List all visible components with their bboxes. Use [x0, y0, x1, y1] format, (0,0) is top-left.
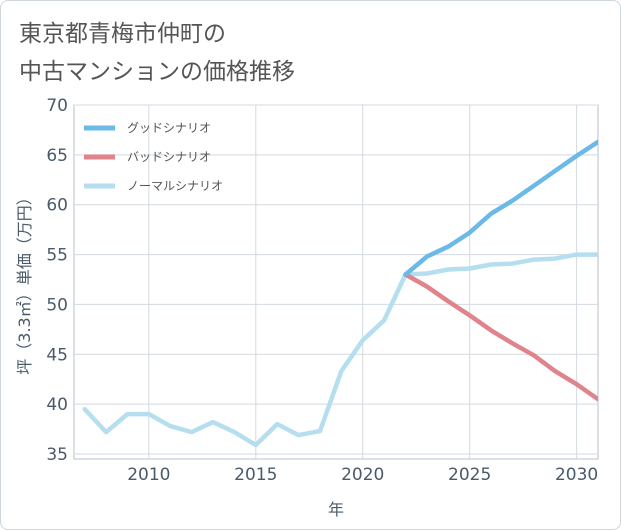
x-tick-label: 2010 — [127, 465, 170, 485]
x-tick-label: 2025 — [448, 465, 491, 485]
legend-label-2: バッドシナリオ — [127, 150, 211, 164]
x-axis-label: 年 — [328, 500, 344, 519]
x-tick-label: 2020 — [341, 465, 384, 485]
y-tick-label: 60 — [46, 196, 68, 216]
y-tick-label: 40 — [46, 395, 68, 415]
y-axis-label: 坪（3.3㎡）単価（万円） — [15, 189, 34, 374]
chart-title-line-1: 東京都青梅市仲町の — [19, 21, 226, 47]
series-line-3 — [403, 139, 598, 277]
y-tick-label: 70 — [46, 96, 68, 116]
series-line-1 — [82, 252, 598, 448]
legend-label-3: ノーマルシナリオ — [127, 179, 223, 193]
legend-label-1: グッドシナリオ — [127, 121, 211, 135]
y-tick-label: 50 — [46, 295, 68, 315]
x-tick-label: 2030 — [555, 465, 598, 485]
chart-title: 東京都青梅市仲町の 中古マンションの価格推移 — [19, 15, 295, 91]
y-tick-label: 45 — [46, 345, 68, 365]
x-tick-label: 2015 — [234, 465, 277, 485]
series-line-2 — [403, 272, 598, 402]
y-tick-label: 35 — [46, 445, 68, 465]
y-tick-label: 55 — [46, 246, 68, 266]
plot-area — [73, 104, 599, 460]
chart-title-line-2: 中古マンションの価格推移 — [19, 59, 295, 85]
y-tick-label: 65 — [46, 146, 68, 166]
